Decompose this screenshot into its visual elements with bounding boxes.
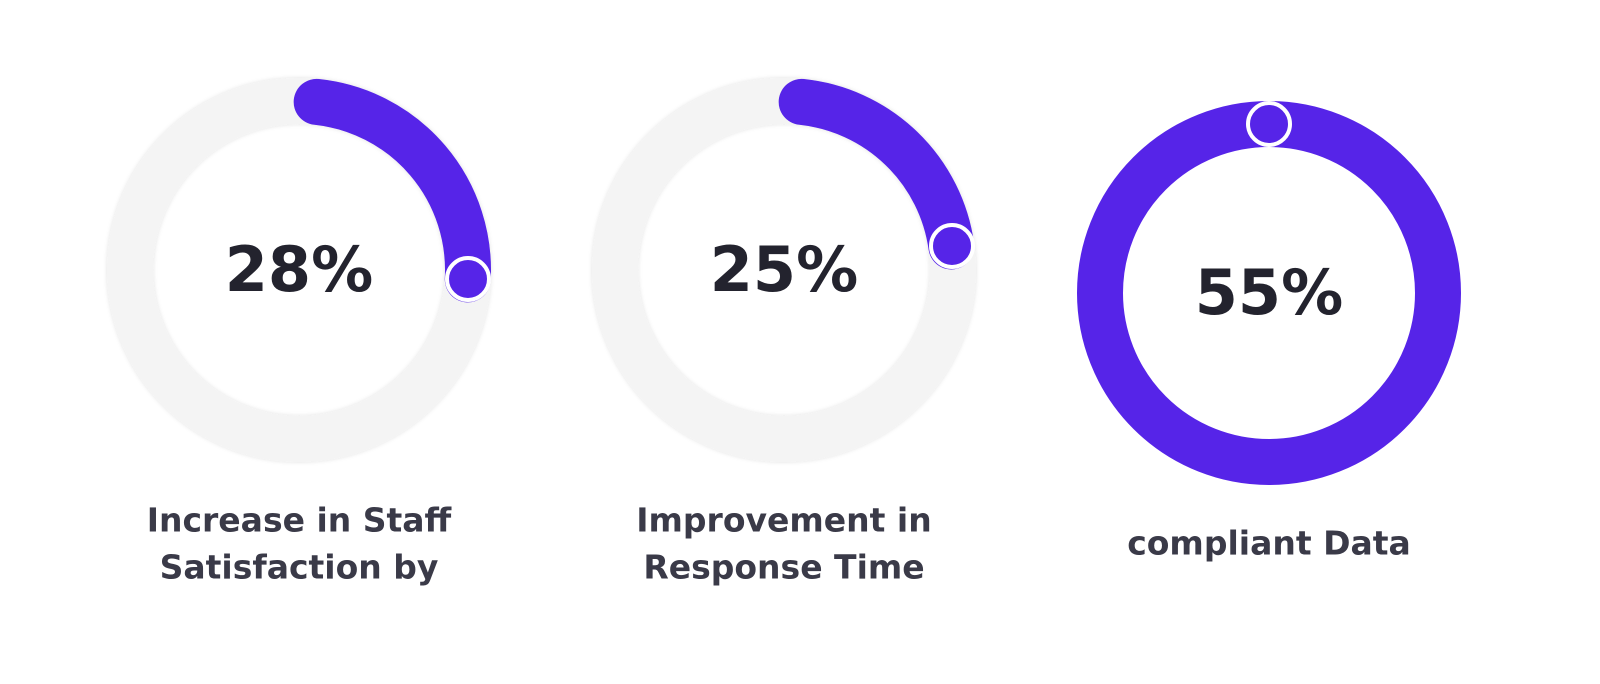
gauge-knob [1246, 101, 1292, 147]
gauge-value: 28% [225, 233, 373, 306]
gauge: 25% Improvement in Response Time [592, 78, 976, 587]
gauge-label: Improvement in [636, 501, 931, 540]
gauge-value: 25% [710, 233, 858, 306]
gauge-knob [445, 256, 491, 302]
gauge-label: Response Time [643, 548, 924, 587]
gauge-label: Increase in Staff [147, 501, 453, 540]
gauge: 55% compliant Data [1077, 101, 1461, 563]
gauge: 28% Increase in Staff Satisfaction by [107, 78, 491, 587]
gauge-label: Satisfaction by [160, 548, 439, 587]
gauge-value: 55% [1195, 256, 1343, 329]
gauge-arc [592, 78, 976, 462]
gauge-label: compliant Data [1127, 524, 1411, 563]
gauge-knob [929, 223, 975, 269]
